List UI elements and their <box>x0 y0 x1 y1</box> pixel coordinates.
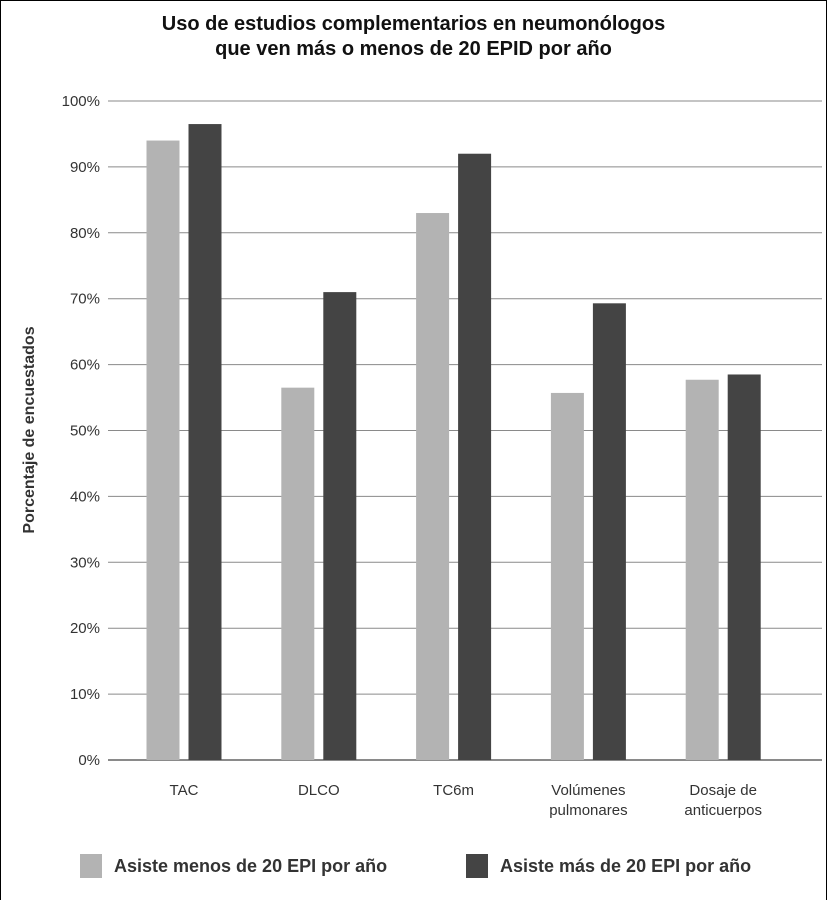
y-tick-label: 50% <box>70 423 100 440</box>
y-tick-label: 10% <box>70 686 100 703</box>
y-tick-label: 0% <box>78 752 100 769</box>
bar <box>685 379 719 760</box>
bar <box>416 213 450 760</box>
y-tick-label: 20% <box>70 620 100 637</box>
x-tick-label: Dosaje de anticuerpos <box>684 782 762 819</box>
x-tick-label: TAC <box>170 782 199 799</box>
bar <box>188 124 222 760</box>
legend-swatch-less <box>80 854 102 878</box>
chart-title: Uso de estudios complementarios en neumo… <box>0 12 827 62</box>
bar <box>281 387 315 760</box>
bar <box>592 303 626 760</box>
y-tick-label: 40% <box>70 488 100 505</box>
legend: Asiste menos de 20 EPI por año Asiste má… <box>0 854 827 884</box>
legend-label-more: Asiste más de 20 EPI por año <box>500 855 752 876</box>
bar <box>146 140 180 761</box>
bar <box>550 392 584 760</box>
bar <box>727 374 761 760</box>
y-axis-label: Porcentaje de encuestados <box>21 326 38 533</box>
x-tick-label: DLCO <box>298 782 340 799</box>
legend-label-less: Asiste menos de 20 EPI por año <box>114 855 388 876</box>
legend-item-more: Asiste más de 20 EPI por año <box>466 854 751 878</box>
chart-title-line-2: que ven más o menos de 20 EPID por año <box>215 38 612 60</box>
y-tick-label: 70% <box>70 291 100 308</box>
legend-swatch-more <box>466 854 488 878</box>
y-tick-label: 90% <box>70 159 100 176</box>
chart-title-line-1: Uso de estudios complementarios en neumo… <box>161 13 666 35</box>
y-tick-label: 30% <box>70 554 100 571</box>
y-tick-label: 80% <box>70 225 100 242</box>
y-tick-label: 60% <box>70 357 100 374</box>
x-tick-label: TC6m <box>433 782 474 799</box>
legend-item-less: Asiste menos de 20 EPI por año <box>80 854 387 878</box>
x-tick-label: Volúmenes pulmonares <box>549 782 627 819</box>
bar <box>323 292 357 760</box>
bar <box>458 153 492 761</box>
y-tick-label: 100% <box>62 93 100 110</box>
